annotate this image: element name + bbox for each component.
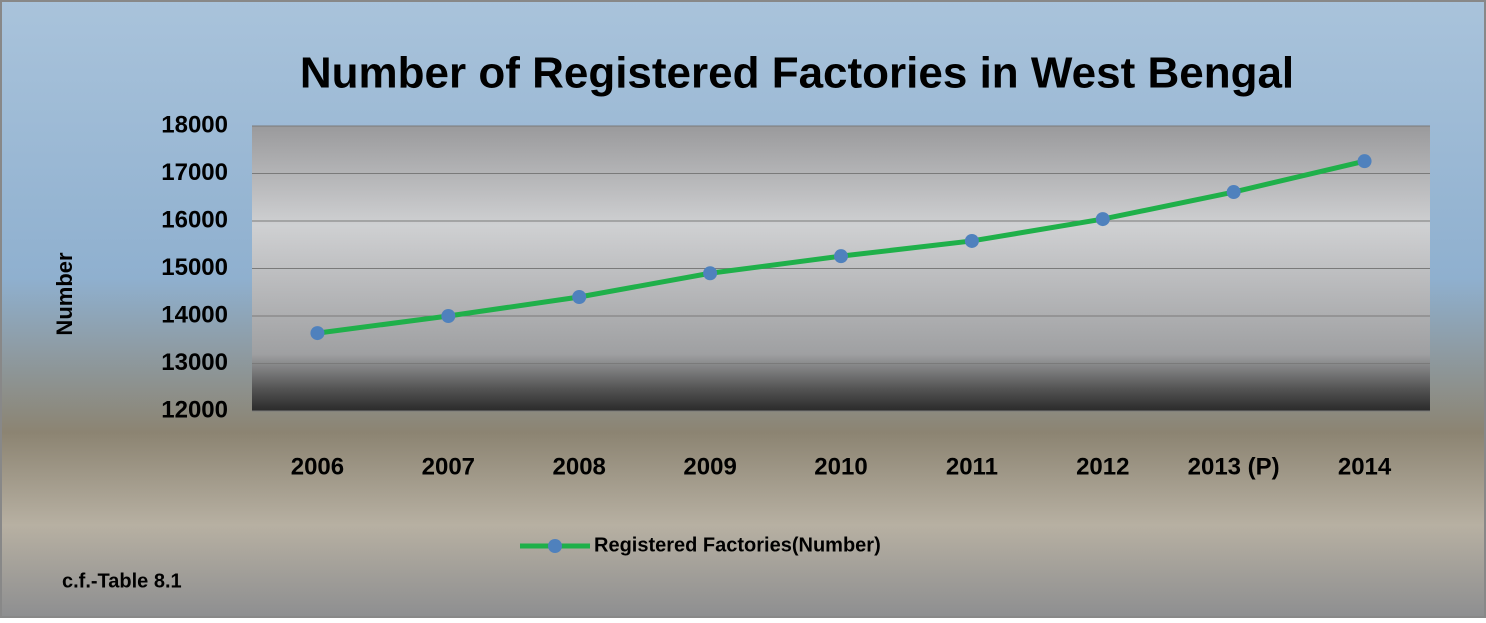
y-axis-label: Number xyxy=(52,252,77,336)
x-tick-label: 2010 xyxy=(814,453,867,480)
x-tick-label: 2007 xyxy=(422,453,475,480)
y-tick-label: 13000 xyxy=(161,349,228,376)
x-tick-label: 2009 xyxy=(683,453,736,480)
data-point xyxy=(1357,154,1372,169)
x-tick-label: 2011 xyxy=(946,453,998,480)
data-point xyxy=(834,249,848,264)
y-tick-label: 12000 xyxy=(161,396,228,423)
data-point xyxy=(703,266,718,281)
y-tick-label: 16000 xyxy=(161,206,228,233)
data-point xyxy=(1226,185,1241,200)
x-tick-label: 2006 xyxy=(291,453,344,480)
y-tick-label: 14000 xyxy=(161,301,228,328)
y-tick-label: 17000 xyxy=(161,159,228,186)
x-tick-label: 2014 xyxy=(1338,453,1392,480)
annotation: c.f.-Table 8.1 xyxy=(62,570,182,592)
legend-label: Registered Factories(Number) xyxy=(594,534,881,556)
data-point xyxy=(572,290,587,304)
x-tick-label: 2008 xyxy=(553,453,606,480)
chart-title: Number of Registered Factories in West B… xyxy=(300,49,1294,98)
legend-marker xyxy=(548,539,562,553)
x-tick-label: 2012 xyxy=(1076,453,1129,480)
y-tick-label: 18000 xyxy=(161,111,228,138)
data-point xyxy=(964,233,979,248)
x-tick-label: 2013 (P) xyxy=(1188,453,1280,480)
y-tick-label: 15000 xyxy=(161,254,228,281)
data-point xyxy=(441,309,456,323)
data-point xyxy=(1095,212,1110,227)
data-point xyxy=(310,326,325,341)
